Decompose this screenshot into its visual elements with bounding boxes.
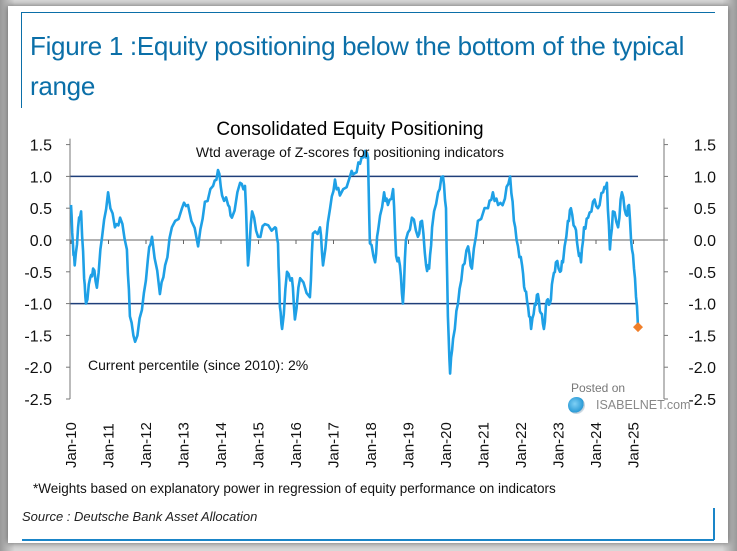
left-y-tick-label: -2.5	[24, 392, 52, 409]
left-y-tick-label: 0.0	[30, 233, 52, 250]
left-y-tick-label: -0.5	[24, 265, 52, 282]
right-y-tick-label: -2.5	[688, 392, 716, 409]
footnote: *Weights based on explanatory power in r…	[33, 481, 556, 496]
x-tick-label: Jan-20	[438, 422, 455, 468]
watermark-posted-on: Posted on	[571, 381, 626, 395]
source-note: Source : Deutsche Bank Asset Allocation	[22, 509, 258, 524]
right-y-tick-label: 0.5	[694, 201, 716, 218]
x-tick-label: Jan-17	[326, 422, 343, 468]
frame-right-rule	[713, 508, 715, 540]
x-tick-label: Jan-22	[513, 422, 530, 468]
left-y-tick-label: -2.0	[24, 360, 52, 377]
frame-left-rule	[21, 12, 22, 108]
x-tick-label: Jan-10	[63, 422, 80, 468]
x-tick-label: Jan-21	[476, 422, 493, 468]
x-tick-label: Jan-24	[588, 422, 605, 468]
right-y-tick-label: 1.5	[694, 138, 716, 155]
right-y-tick-label: -0.5	[688, 265, 716, 282]
x-tick-label: Jan-15	[251, 422, 268, 468]
left-y-tick-label: 1.0	[30, 169, 52, 186]
x-tick-label: Jan-13	[176, 422, 193, 468]
left-y-tick-label: -1.5	[24, 328, 52, 345]
right-y-tick-label: -2.0	[688, 360, 716, 377]
chart-subtitle: Wtd average of Z-scores for positioning …	[196, 144, 504, 160]
x-tick-label: Jan-14	[213, 422, 230, 468]
axes: 1.5 1.5 1.0 1.0 0.5 0.5 0.0 0.0 -0.5 -0.5 -1.0 -1.0…	[24, 138, 716, 468]
right-y-tick-label: 1.0	[694, 169, 716, 186]
x-tick-label: Jan-16	[288, 422, 305, 468]
current-value-marker	[633, 322, 643, 333]
x-tick-label: Jan-19	[401, 422, 418, 468]
frame-bottom-rule	[22, 539, 714, 541]
series-line	[69, 149, 640, 375]
left-y-tick-label: 0.5	[30, 201, 52, 218]
left-y-tick-label: 1.5	[30, 138, 52, 155]
x-tick-label: Jan-12	[138, 422, 155, 468]
series-layer	[69, 149, 643, 375]
right-y-tick-label: -1.5	[688, 328, 716, 345]
left-y-tick-label: -1.0	[24, 297, 52, 314]
x-tick-label: Jan-25	[626, 422, 643, 468]
isabelnet-logo-icon	[568, 397, 585, 414]
chart-annotation: Current percentile (since 2010): 2%	[88, 357, 308, 373]
frame-top-rule	[21, 12, 715, 13]
x-tick-label: Jan-23	[551, 422, 568, 468]
watermark-site: ISABELNET.com	[596, 398, 691, 412]
right-y-tick-label: -1.0	[688, 297, 716, 314]
x-tick-label: Jan-11	[101, 423, 118, 468]
figure-title: Figure 1 :Equity positioning below the b…	[30, 31, 685, 101]
chart-title: Consolidated Equity Positioning	[216, 119, 483, 140]
right-y-tick-label: 0.0	[694, 233, 716, 250]
x-tick-label: Jan-18	[363, 422, 380, 468]
